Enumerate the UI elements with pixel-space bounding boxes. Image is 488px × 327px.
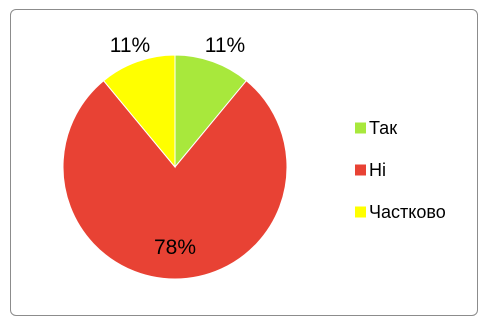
pie-data-labels: 11% 78% 11% [110, 34, 245, 259]
pie-slices [62, 54, 288, 280]
data-label-3: 11% [110, 34, 150, 57]
legend-swatch-2 [355, 164, 366, 176]
legend-label-2: Ні [369, 160, 386, 180]
data-label-2: 78% [154, 236, 196, 259]
legend: Так Ні Частково [355, 118, 446, 222]
pie-slice-1 [174, 54, 248, 169]
pie-slice-3 [102, 54, 176, 169]
pie-slice-2 [62, 79, 288, 280]
legend-label-1: Так [369, 118, 397, 138]
legend-label-3: Частково [369, 202, 446, 222]
legend-swatch-1 [355, 122, 366, 134]
data-label-1: 11% [205, 34, 245, 57]
legend-swatch-3 [355, 206, 366, 218]
